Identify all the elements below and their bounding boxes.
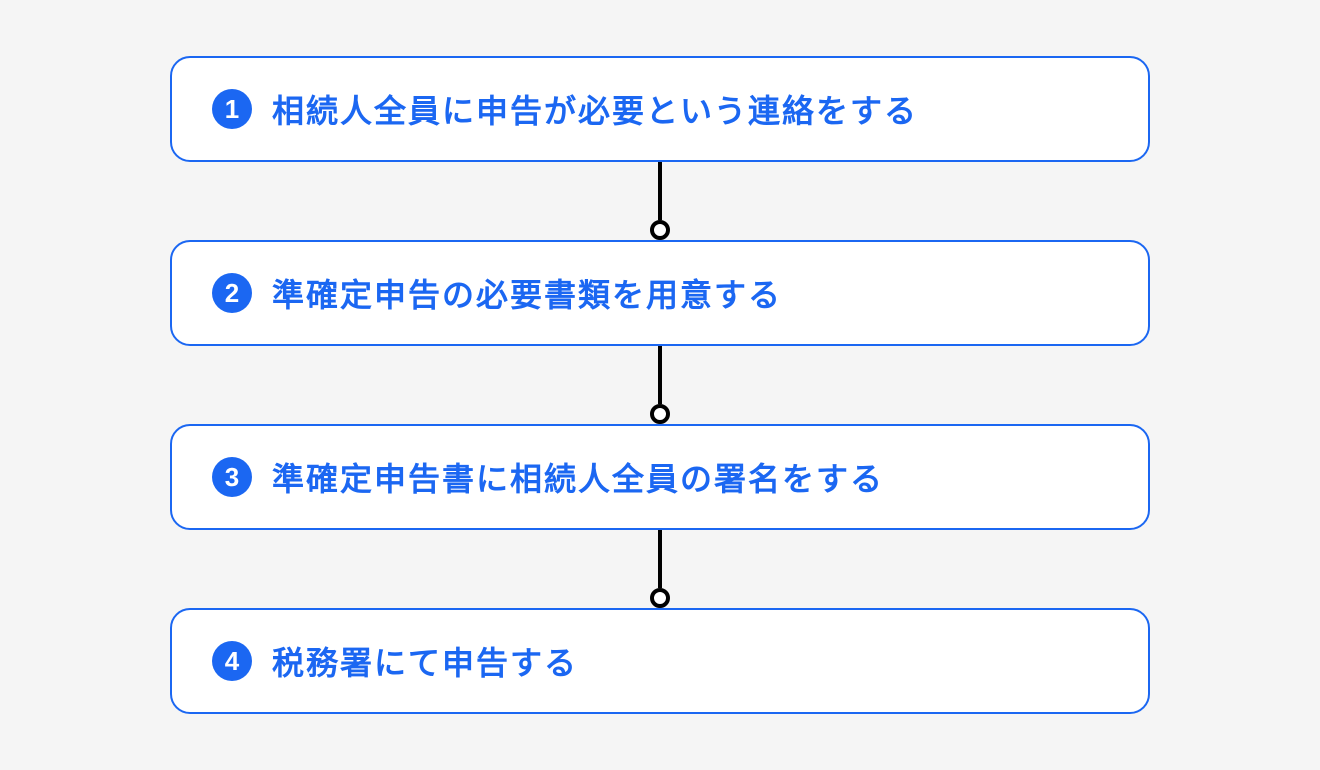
step-text: 税務署にて申告する (272, 638, 578, 684)
connector-line (658, 162, 662, 220)
connector-circle-icon (650, 404, 670, 424)
step-text: 準確定申告の必要書類を用意する (272, 270, 782, 316)
step-text: 準確定申告書に相続人全員の署名をする (272, 454, 884, 500)
step-number-badge: 4 (212, 641, 252, 681)
connector-line (658, 346, 662, 404)
connector-circle-icon (650, 588, 670, 608)
flowchart-container: 1 相続人全員に申告が必要という連絡をする 2 準確定申告の必要書類を用意する … (170, 56, 1150, 714)
step-text: 相続人全員に申告が必要という連絡をする (272, 86, 918, 132)
step-number-badge: 3 (212, 457, 252, 497)
step-number-badge: 1 (212, 89, 252, 129)
connector-circle-icon (650, 220, 670, 240)
connector (650, 162, 670, 240)
step-number-badge: 2 (212, 273, 252, 313)
step-box-3: 3 準確定申告書に相続人全員の署名をする (170, 424, 1150, 530)
step-box-2: 2 準確定申告の必要書類を用意する (170, 240, 1150, 346)
step-box-4: 4 税務署にて申告する (170, 608, 1150, 714)
connector (650, 530, 670, 608)
connector (650, 346, 670, 424)
connector-line (658, 530, 662, 588)
step-box-1: 1 相続人全員に申告が必要という連絡をする (170, 56, 1150, 162)
